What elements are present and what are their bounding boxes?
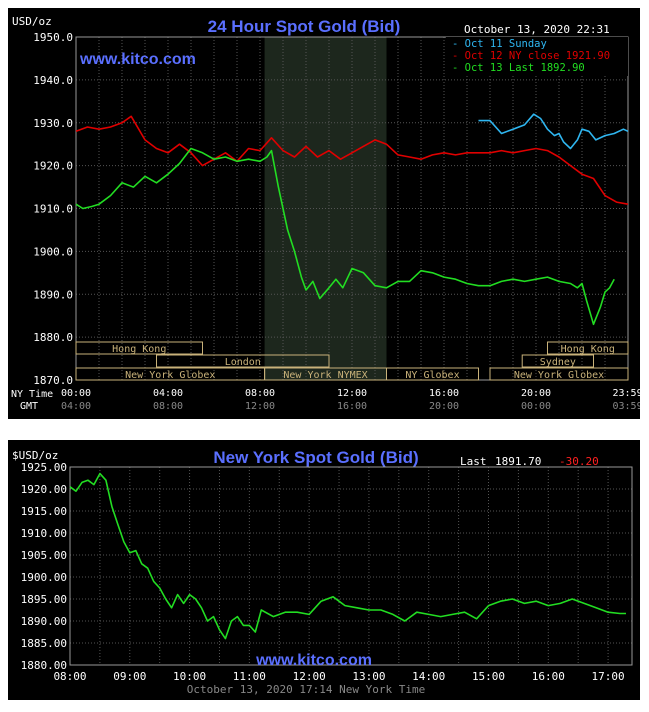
last-label: Last — [460, 455, 487, 468]
y-unit-label: $USD/oz — [12, 449, 58, 462]
y-tick-label: 1880.00 — [21, 659, 67, 672]
legend-entry: - Oct 13 Last 1892.90 — [452, 62, 585, 74]
chart-title: New York Spot Gold (Bid) — [213, 448, 418, 467]
x-tick-label-ny: 23:59 — [612, 388, 640, 399]
x-tick-label-gmt: 03:59 — [612, 401, 640, 412]
watermark: www.kitco.com — [255, 652, 372, 669]
session-label: New York Globex — [514, 370, 604, 381]
legend-entry: - Oct 12 NY close 1921.90 — [452, 50, 610, 62]
session-label: Hong Kong — [112, 344, 166, 355]
session-box — [386, 367, 479, 381]
y-tick-label: 1915.00 — [21, 505, 67, 518]
chart-title: 24 Hour Spot Gold (Bid) — [208, 17, 401, 36]
y-tick-label: 1880.0 — [33, 331, 73, 344]
last-value: 1891.70 — [495, 455, 541, 468]
y-tick-label: 1900.00 — [21, 571, 67, 584]
plot-area: 1925.00 1920.00 1915.00 1910.00 1905.00 1900.… — [21, 461, 633, 683]
x-tick-label: 08:00 — [53, 670, 86, 683]
session-label: New York NYMEX — [283, 370, 367, 381]
chart-24-hour-panel: 24 Hour Spot Gold (Bid) USD/oz October 1… — [8, 8, 643, 419]
x-tick-label-ny: 16:00 — [429, 388, 459, 399]
footer-timestamp: October 13, 2020 17:14 New York Time — [187, 683, 425, 696]
session-label: London — [225, 357, 261, 368]
x-tick-label: 11:00 — [233, 670, 266, 683]
session-label: Hong Kong — [561, 344, 615, 355]
chart-24-hour-spot-gold: 24 Hour Spot Gold (Bid) USD/oz October 1… — [11, 15, 643, 412]
session-label: NY Globex — [405, 370, 459, 381]
series-line — [478, 113, 629, 150]
x-tick-label-ny: 00:00 — [61, 388, 91, 399]
x-tick-label-ny: 12:00 — [337, 388, 367, 399]
legend-background — [446, 37, 628, 76]
session-box — [75, 341, 203, 355]
y-tick-label: 1910.00 — [21, 527, 67, 540]
session-box — [547, 341, 629, 355]
y-tick-label: 1910.0 — [33, 203, 73, 216]
x-tick-label: 14:00 — [412, 670, 445, 683]
y-tick-label: 1890.00 — [21, 615, 67, 628]
y-tick-label: 1940.0 — [33, 74, 73, 87]
y-tick-label: 1920.00 — [21, 483, 67, 496]
x-tick-label-ny: 08:00 — [245, 388, 275, 399]
plot-area: 1950.0 1940.0 1930.0 1920.0 1910.0 1900.0 1890… — [33, 31, 642, 412]
session-label: Sydney — [540, 357, 576, 368]
legend-entry: - Oct 11 Sunday — [452, 38, 547, 50]
x-tick-label-gmt: 12:00 — [245, 401, 275, 412]
y-tick-label: 1900.0 — [33, 245, 73, 258]
series-line — [69, 472, 626, 640]
x-tick-label-gmt: 20:00 — [429, 401, 459, 412]
session-box — [156, 354, 330, 368]
series-line — [75, 115, 629, 205]
session-box — [521, 354, 595, 368]
timestamp: October 13, 2020 22:31 — [464, 23, 610, 36]
x-tick-label: 16:00 — [532, 670, 565, 683]
x-tick-label-gmt: 04:00 — [61, 401, 91, 412]
watermark: www.kitco.com — [79, 51, 196, 68]
x-tick-label: 09:00 — [113, 670, 146, 683]
session-box — [489, 367, 629, 381]
chart-new-york-spot-gold: $USD/oz New York Spot Gold (Bid) Last 18… — [12, 448, 633, 696]
y-tick-label: 1905.00 — [21, 549, 67, 562]
plot-border — [69, 466, 633, 666]
y-tick-label: 1920.0 — [33, 160, 73, 173]
change-value: -30.20 — [559, 455, 599, 468]
y-tick-label: 1895.00 — [21, 593, 67, 606]
x-tick-label: 15:00 — [472, 670, 505, 683]
y-tick-label: 1930.0 — [33, 117, 73, 130]
chart-new-york-panel: $USD/oz New York Spot Gold (Bid) Last 18… — [8, 440, 640, 700]
series-line — [75, 147, 615, 326]
x-tick-label-gmt: 08:00 — [153, 401, 183, 412]
x-tick-label-ny: 04:00 — [153, 388, 183, 399]
x-tick-label: 13:00 — [352, 670, 385, 683]
y-tick-label: 1870.0 — [33, 374, 73, 387]
x-tick-label-gmt: 00:00 — [521, 401, 551, 412]
y-unit-label: USD/oz — [12, 15, 52, 28]
legend: - Oct 11 Sunday- Oct 12 NY close 1921.90… — [446, 37, 628, 76]
row-label-ny-time: NY Time — [11, 389, 53, 400]
y-tick-label: 1890.0 — [33, 288, 73, 301]
row-label-gmt: GMT — [20, 401, 38, 412]
y-tick-label: 1950.0 — [33, 31, 73, 44]
session-label: New York Globex — [125, 370, 215, 381]
x-tick-label: 12:00 — [293, 670, 326, 683]
x-tick-label: 17:00 — [592, 670, 625, 683]
x-tick-label: 10:00 — [173, 670, 206, 683]
y-tick-label: 1885.00 — [21, 637, 67, 650]
x-tick-label-gmt: 16:00 — [337, 401, 367, 412]
x-tick-label-ny: 20:00 — [521, 388, 551, 399]
y-tick-label: 1925.00 — [21, 461, 67, 474]
